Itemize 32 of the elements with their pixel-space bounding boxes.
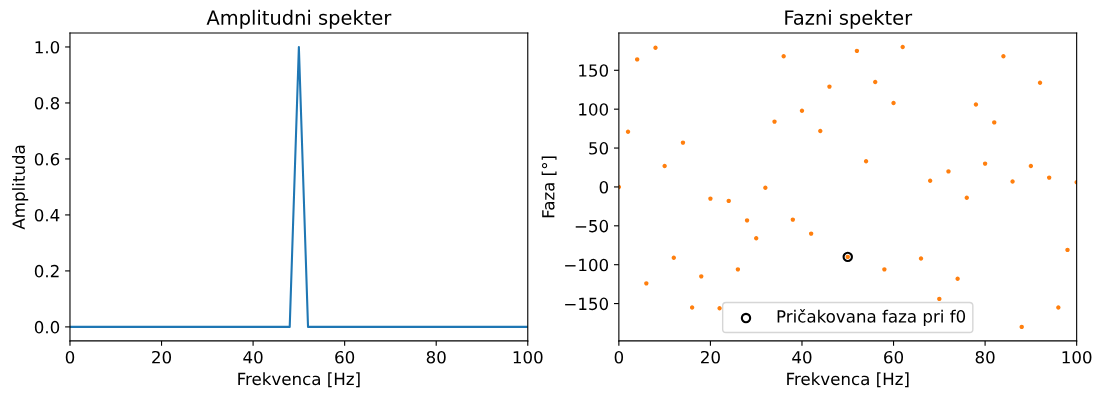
y-tick-label: −100	[565, 258, 609, 272]
y-tick-label: 150	[579, 64, 609, 77]
y-tick-label: −150	[565, 297, 609, 311]
y-tick-label: 1.0	[35, 40, 60, 54]
x-tick-label: 100	[1062, 350, 1092, 364]
x-tick-label: 0	[614, 350, 624, 364]
chart-title: Fazni spekter	[785, 9, 913, 29]
y-axis-title: Faza [°]	[541, 156, 557, 218]
y-tick-label: 0.6	[34, 152, 60, 166]
y-tick-label: 100	[579, 103, 609, 116]
y-axis-title: Amplituda	[12, 145, 29, 230]
x-tick-label: 40	[243, 350, 263, 364]
y-tick-label: 50	[589, 142, 609, 155]
y-tick-label: 0.8	[34, 96, 60, 110]
y-tick-label: 0.2	[34, 264, 59, 278]
y-tick-label: 0.0	[34, 320, 60, 334]
x-axis-title: Frekvenca [Hz]	[238, 372, 360, 388]
x-tick-label: 60	[335, 350, 355, 364]
y-tick-label: 0	[599, 180, 609, 194]
y-tick-label: 0.4	[34, 208, 60, 222]
x-tick-label: 40	[792, 350, 812, 364]
x-tick-label: 0	[65, 350, 75, 364]
x-tick-label: 60	[884, 350, 904, 364]
x-tick-label: 20	[701, 350, 720, 364]
x-axis-title: Frekvenca [Hz]	[787, 372, 909, 388]
x-tick-label: 80	[426, 350, 446, 364]
x-tick-label: 100	[513, 350, 543, 364]
chart-title: Amplitudni spekter	[206, 9, 392, 29]
x-tick-label: 20	[152, 350, 172, 364]
y-tick-label: −50	[575, 219, 609, 233]
x-tick-label: 80	[975, 350, 995, 364]
legend-label: Pričakovana faza pri f0	[777, 309, 966, 326]
